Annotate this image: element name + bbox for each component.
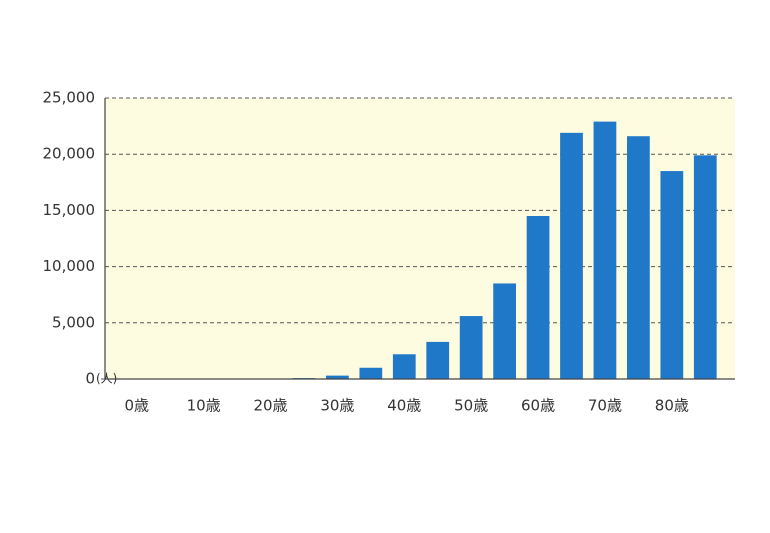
y-tick-label: 5,000 xyxy=(52,313,95,331)
y-tick-label: 25,000 xyxy=(43,89,96,107)
bar xyxy=(459,316,483,379)
x-tick-label: 60歳 xyxy=(521,397,555,415)
x-tick-label: 30歳 xyxy=(320,397,354,415)
bar xyxy=(426,341,450,379)
y-tick-label: 10,000 xyxy=(43,257,96,275)
bar xyxy=(660,171,684,379)
bar xyxy=(326,375,349,379)
x-tick-label: 80歳 xyxy=(655,397,689,415)
x-tick-label: 10歳 xyxy=(187,397,221,415)
x-tick-label: 50歳 xyxy=(454,397,488,415)
bar xyxy=(627,136,650,379)
x-tick-label: 0歳 xyxy=(124,397,149,415)
y-tick-label: 15,000 xyxy=(43,201,96,219)
bar xyxy=(693,155,717,379)
bar xyxy=(493,283,516,379)
x-tick-label: 40歳 xyxy=(387,397,421,415)
bar xyxy=(593,121,617,379)
y-tick-label: 20,000 xyxy=(43,145,96,163)
x-tick-label: 20歳 xyxy=(253,397,287,415)
bar xyxy=(392,354,416,379)
y-tick-label: 0 xyxy=(85,370,95,388)
bar xyxy=(526,216,550,379)
bar xyxy=(359,367,383,379)
bar xyxy=(560,132,583,379)
x-tick-label: 70歳 xyxy=(588,397,622,415)
